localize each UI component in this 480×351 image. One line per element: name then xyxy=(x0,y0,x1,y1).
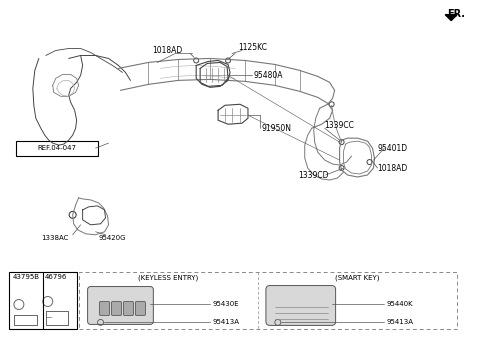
Text: REF.04-047: REF.04-047 xyxy=(37,145,76,151)
Text: (KEYLESS ENTRY): (KEYLESS ENTRY) xyxy=(138,274,198,281)
Text: 1339CD: 1339CD xyxy=(298,171,328,179)
Bar xyxy=(16,141,97,156)
Text: (SMART KEY): (SMART KEY) xyxy=(336,274,380,281)
FancyBboxPatch shape xyxy=(135,302,145,316)
FancyBboxPatch shape xyxy=(111,302,121,316)
FancyBboxPatch shape xyxy=(266,286,336,325)
Text: 1338AC: 1338AC xyxy=(41,235,68,241)
Bar xyxy=(79,272,457,329)
Text: 95420G: 95420G xyxy=(98,235,126,241)
Text: 1339CC: 1339CC xyxy=(324,121,355,130)
Text: 95430E: 95430E xyxy=(212,302,239,307)
Bar xyxy=(9,272,77,329)
FancyBboxPatch shape xyxy=(123,302,133,316)
Text: 95413A: 95413A xyxy=(386,319,413,325)
Text: 95440K: 95440K xyxy=(386,302,413,307)
Polygon shape xyxy=(445,15,457,21)
Text: 95413A: 95413A xyxy=(212,319,239,325)
Text: FR.: FR. xyxy=(447,9,465,19)
Text: 95401D: 95401D xyxy=(377,144,408,153)
Text: 46796: 46796 xyxy=(45,274,67,280)
Text: 95480A: 95480A xyxy=(254,71,284,80)
Text: 1125KC: 1125KC xyxy=(238,43,267,52)
FancyBboxPatch shape xyxy=(88,286,153,324)
Text: 43795B: 43795B xyxy=(12,274,39,280)
Text: 1018AD: 1018AD xyxy=(152,46,182,55)
Text: 1018AD: 1018AD xyxy=(377,164,408,173)
Text: 91950N: 91950N xyxy=(262,124,292,133)
FancyBboxPatch shape xyxy=(99,302,109,316)
